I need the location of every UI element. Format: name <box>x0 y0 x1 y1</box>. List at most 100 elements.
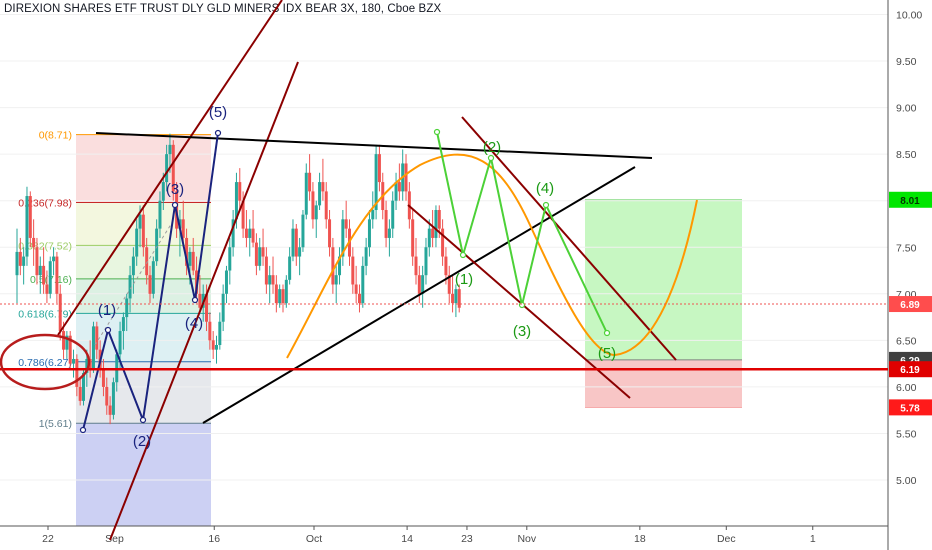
candle-body <box>411 219 415 257</box>
candle-body <box>72 358 76 364</box>
candle-body <box>131 256 135 276</box>
x-tick-label: Sep <box>105 533 124 545</box>
price-badge-label: 5.78 <box>900 403 920 414</box>
candle-body <box>208 321 212 341</box>
candle-body <box>82 372 85 401</box>
fib-label: 1(5.61) <box>39 418 72 430</box>
candle-body <box>357 293 361 304</box>
candle-body <box>321 182 325 192</box>
wave-label-blue: (4) <box>185 315 203 332</box>
candle-body <box>181 219 185 238</box>
candle-body <box>427 228 431 248</box>
candle-body <box>48 261 52 294</box>
candle-body <box>108 405 112 415</box>
drawings <box>57 0 698 541</box>
candle-body <box>324 191 328 220</box>
candle-body <box>311 191 315 220</box>
candle-body <box>188 251 192 266</box>
candle-body <box>281 289 285 304</box>
y-tick-label: 6.50 <box>896 335 917 347</box>
candle-body <box>298 247 302 257</box>
candle-body <box>234 182 238 220</box>
candle-body <box>364 247 368 266</box>
wave-label-green: (3) <box>513 323 531 340</box>
y-tick-label: 8.50 <box>896 149 917 161</box>
candle-body <box>308 172 312 192</box>
price-badge-label: 8.01 <box>900 196 920 207</box>
candle-body <box>431 228 435 238</box>
y-tick-label: 6.00 <box>896 382 917 394</box>
candle-body <box>158 200 162 229</box>
x-tick-label: Oct <box>306 533 322 545</box>
wave-pivot <box>139 416 147 424</box>
candle-body <box>42 265 46 285</box>
candle-body <box>318 182 322 206</box>
y-tick-label: 7.50 <box>896 242 917 254</box>
candle-body <box>95 326 99 350</box>
wave-path-green <box>436 131 608 334</box>
candle-body <box>62 331 66 350</box>
candle-body <box>52 256 56 262</box>
triangle-upper-line <box>95 132 653 159</box>
candle-body <box>25 196 29 257</box>
candle-body <box>161 182 165 201</box>
candle-body <box>185 237 189 266</box>
candle-body <box>278 289 282 304</box>
candle-body <box>224 270 228 294</box>
price-badge <box>889 191 932 208</box>
wave-pivot <box>191 296 199 304</box>
wave-pivot <box>603 329 611 337</box>
channel-line <box>461 116 677 361</box>
x-tick-label: 16 <box>208 533 220 545</box>
triangle-lower-line <box>202 166 636 424</box>
candle-body <box>231 219 235 248</box>
candle-body <box>417 275 421 294</box>
candles <box>15 133 461 425</box>
candle-body <box>291 228 295 257</box>
candle-body <box>205 293 209 322</box>
candle-body <box>271 275 275 285</box>
wave-pivot <box>104 326 112 334</box>
fib-zone <box>76 278 211 314</box>
candle-body <box>248 228 252 238</box>
candle-body <box>341 219 345 257</box>
candle-body <box>211 340 215 350</box>
candle-body <box>387 228 391 238</box>
channel-line <box>57 0 283 336</box>
wave-pivot <box>433 128 441 136</box>
target-zone <box>585 199 742 360</box>
candle-body <box>22 256 26 266</box>
wave-pivot <box>487 154 495 162</box>
price-badge-label: 6.89 <box>900 300 920 311</box>
candle-body <box>354 284 358 294</box>
candle-body <box>32 237 36 248</box>
wave-label-green: (1) <box>455 271 473 288</box>
candle-body <box>65 335 69 350</box>
y-tick-label: 5.50 <box>896 428 917 440</box>
dashed-guide <box>94 217 176 346</box>
x-tick-label: 1 <box>810 533 816 545</box>
fib-zone <box>76 134 211 203</box>
wave-pivot <box>79 426 87 434</box>
candle-body <box>68 335 72 364</box>
chart-title: DIREXION SHARES ETF TRUST DLY GLD MINERS… <box>4 3 442 15</box>
x-tick-label: Nov <box>517 533 536 545</box>
candle-body <box>391 200 395 229</box>
candle-body <box>441 228 445 257</box>
x-tick-label: 23 <box>461 533 473 545</box>
candle-body <box>118 331 122 355</box>
candle-body <box>191 251 195 271</box>
price-badge <box>889 361 932 378</box>
candle-body <box>155 228 159 262</box>
candle-body <box>274 284 278 304</box>
candle-body <box>414 256 418 276</box>
candle-body <box>45 284 49 294</box>
candle-body <box>218 321 222 346</box>
fib-extension-zone <box>76 423 211 526</box>
y-tick-label: 9.50 <box>896 56 917 68</box>
candle-body <box>361 265 365 304</box>
candle-body <box>351 256 355 285</box>
x-tick-label: 14 <box>401 533 413 545</box>
candle-body <box>374 154 378 211</box>
